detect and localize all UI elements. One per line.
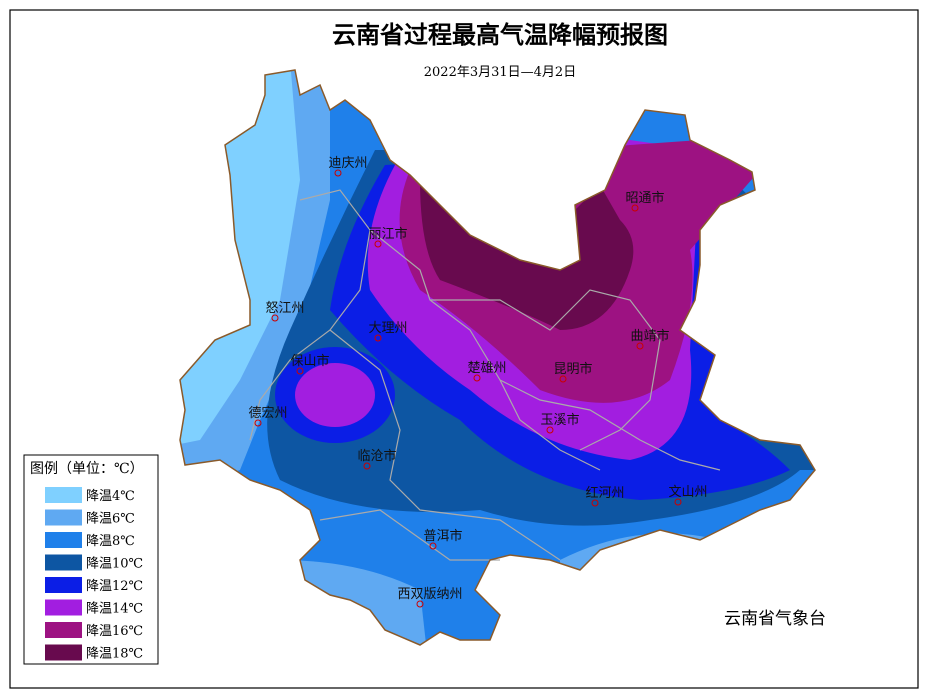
legend-swatch [45, 644, 82, 661]
city-label: 楚雄州 [467, 361, 506, 376]
city-dot [559, 375, 567, 383]
city-label: 玉溪市 [540, 412, 579, 428]
city-dot [473, 374, 481, 382]
city-dot [374, 240, 382, 248]
city-label: 昭通市 [625, 190, 664, 206]
city-label: 丽江市 [368, 226, 407, 242]
city-dot [674, 498, 682, 506]
legend-label: 降温12℃ [86, 579, 143, 594]
legend-label: 降温14℃ [86, 602, 143, 617]
city-dot [363, 462, 371, 470]
city-label: 临沧市 [357, 448, 396, 464]
city-label: 昆明市 [553, 361, 592, 377]
city-label: 迪庆州 [328, 156, 367, 171]
city-label: 曲靖市 [630, 328, 669, 344]
city-label: 怒江州 [265, 301, 304, 316]
map-title: 云南省过程最高气温降幅预报图 [332, 20, 668, 49]
city-dot [416, 600, 424, 608]
city-dot [546, 426, 554, 434]
legend-label: 降温16℃ [86, 624, 143, 639]
legend-label: 降温6℃ [86, 512, 135, 527]
frame [9, 9, 919, 689]
agency: 云南省气象台 [724, 609, 826, 629]
city-dot [429, 542, 437, 550]
city-dot [271, 314, 279, 322]
city-label: 普洱市 [423, 528, 462, 544]
city-dot [374, 334, 382, 342]
legend-swatch [45, 532, 82, 548]
legend-title: 图例（单位：℃） [30, 461, 144, 477]
legend-label: 降温18℃ [86, 647, 143, 662]
city-dot [591, 499, 599, 507]
prefecture-borders [249, 189, 721, 561]
legend-swatch [45, 599, 82, 616]
legend-label: 降温8℃ [86, 534, 135, 549]
map-subtitle: 2022年3月31日—4月2日 [424, 65, 576, 80]
city-dot [254, 419, 262, 427]
city-dot [631, 204, 639, 212]
legend-swatch [45, 577, 82, 593]
legend-label: 降温10℃ [86, 557, 143, 572]
city-dot [334, 169, 342, 177]
legend-swatch [45, 622, 82, 638]
legend-label: 降温4℃ [86, 489, 135, 504]
city-label: 大理州 [368, 321, 407, 336]
legend-swatch [45, 487, 82, 503]
legend-swatch [45, 509, 82, 526]
city-dot [296, 367, 304, 375]
city-label: 保山市 [290, 353, 329, 369]
city-dot [636, 342, 644, 350]
legend-swatch [45, 554, 82, 571]
city-label: 红河州 [585, 485, 624, 501]
city-labels: 迪庆州丽江市 昭通市怒江州大理州 曲靖市保山市楚雄州 昆明市德宏州 玉溪市临沧市红河州 文… [248, 156, 708, 608]
city-label: 西双版纳州 [397, 587, 462, 602]
city-label: 文山州 [668, 485, 707, 500]
city-label: 德宏州 [248, 406, 287, 421]
legend: 图例（单位：℃） 降温4℃ 降温6℃ 降温8℃ 降温10℃ 降温12℃ 降温14℃ 降温16… [23, 454, 159, 665]
